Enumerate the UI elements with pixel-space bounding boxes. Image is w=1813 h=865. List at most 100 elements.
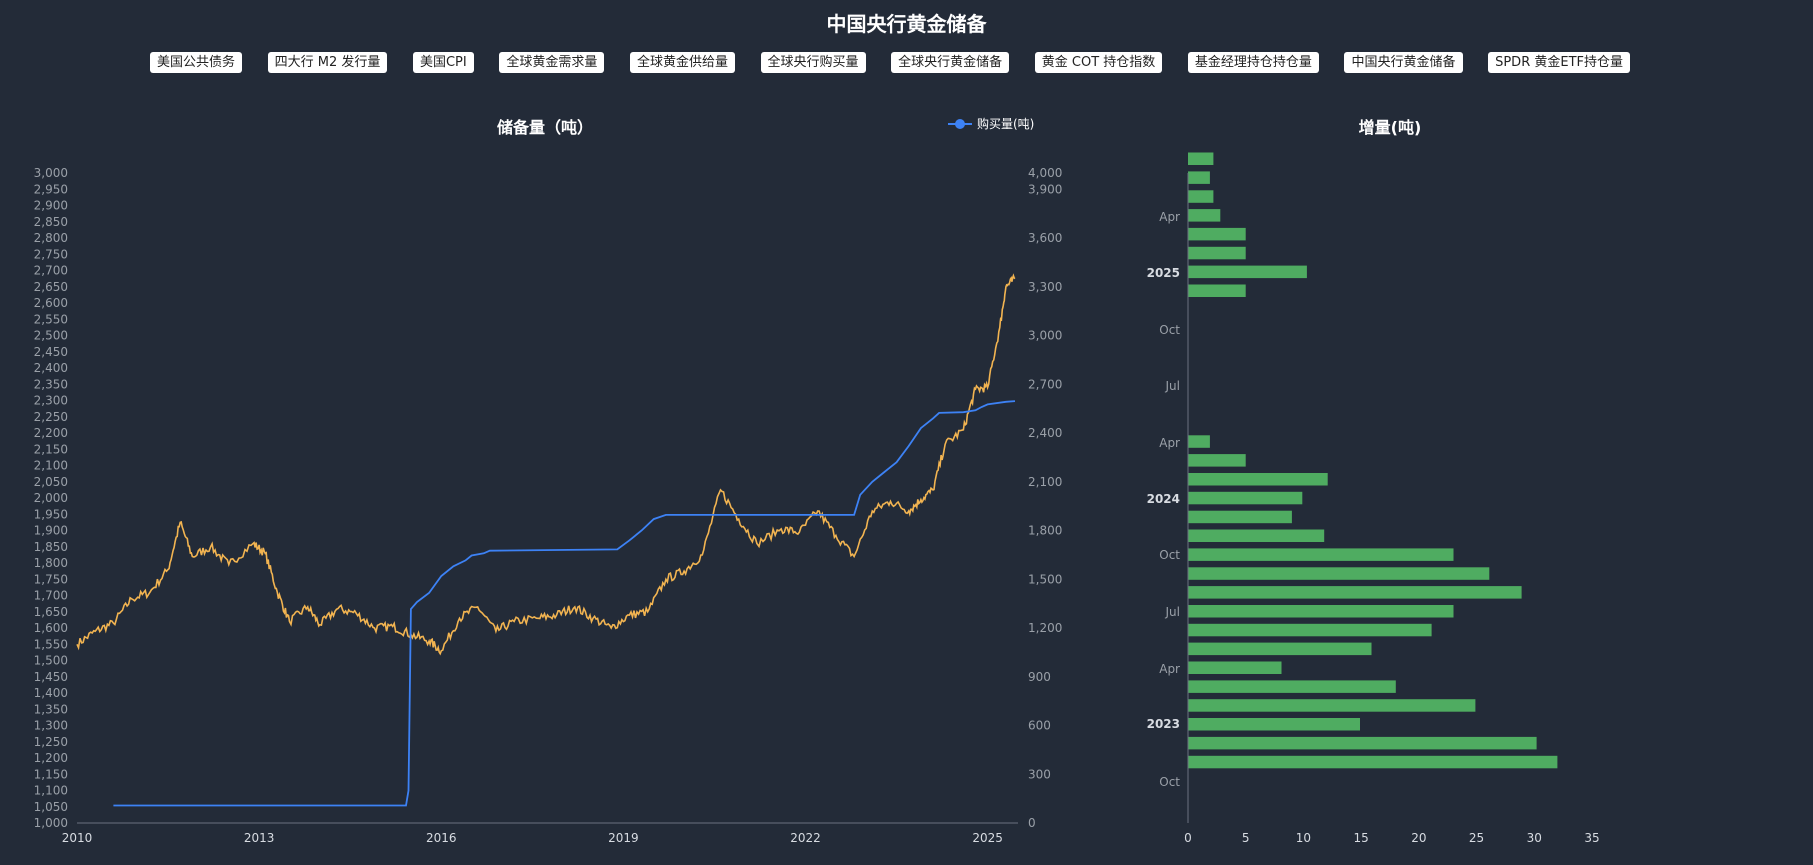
bar-x-tick-label: 5 [1242, 831, 1250, 845]
page-title: 中国央行黄金储备 [826, 12, 987, 36]
bar[interactable] [1188, 435, 1210, 448]
left-y-tick-label: 2,200 [34, 426, 68, 440]
left-y-tick-label: 2,550 [34, 312, 68, 326]
right-y-tick-label: 300 [1028, 767, 1051, 781]
bar-y-tick-label: Apr [1159, 436, 1180, 450]
left-y-tick-label: 1,600 [34, 621, 68, 635]
left-y-tick-label: 2,650 [34, 280, 68, 294]
bar[interactable] [1188, 246, 1246, 260]
left-y-tick-label: 1,950 [34, 507, 68, 521]
left-y-tick-label: 1,550 [34, 637, 68, 651]
x-tick-label: 2019 [608, 831, 639, 845]
bar-y-tick-label: 2024 [1147, 492, 1180, 506]
left-y-tick-label: 1,500 [34, 654, 68, 668]
line-chart-title: 储备量（吨） [496, 118, 593, 137]
bar[interactable] [1188, 680, 1396, 693]
left-y-tick-label: 2,900 [34, 199, 68, 213]
nav-button-spdr-gold-etf[interactable]: SPDR 黄金ETF持仓量 [1488, 52, 1630, 73]
left-y-tick-label: 2,100 [34, 459, 68, 473]
nav-button-central-bank-reserves[interactable]: 全球央行黄金储备 [891, 52, 1010, 73]
bar[interactable] [1188, 661, 1282, 675]
left-y-tick-label: 2,000 [34, 491, 68, 505]
bar-x-tick-label: 35 [1584, 831, 1599, 845]
left-y-tick-label: 2,300 [34, 394, 68, 408]
nav-button-us-cpi[interactable]: 美国CPI [412, 52, 474, 73]
x-tick-label: 2016 [426, 831, 457, 845]
bar[interactable] [1188, 171, 1210, 184]
nav-button-fund-manager-positions[interactable]: 基金经理持仓持仓量 [1187, 52, 1319, 73]
nav-button-gold-cot-index[interactable]: 黄金 COT 持仓指数 [1034, 52, 1163, 73]
bars [1188, 152, 1558, 769]
bar[interactable] [1188, 227, 1246, 241]
nav-button-global-gold-demand[interactable]: 全球黄金需求量 [499, 52, 605, 73]
bar-y-tick-label: Oct [1159, 323, 1180, 337]
right-y-tick-label: 900 [1028, 670, 1051, 684]
legend-label: 购买量(吨) [977, 116, 1034, 131]
bar-y-tick-label: Oct [1159, 775, 1180, 789]
left-y-tick-label: 2,850 [34, 215, 68, 229]
left-y-tick-label: 1,300 [34, 719, 68, 733]
left-y-tick-label: 1,800 [34, 556, 68, 570]
nav-button-global-gold-supply[interactable]: 全球黄金供给量 [629, 52, 735, 73]
right-y-axis: 0 300 600 900 1,200 1,500 1,800 2,100 2,400 2,700… [1028, 166, 1062, 830]
left-y-tick-label: 1,150 [34, 767, 68, 781]
nav-bar: 美国公共债务 四大行 M2 发行量 美国CPI 全球黄金需求量 全球黄金供给量 … [150, 52, 1630, 73]
reserve-line [113, 400, 1016, 807]
bar[interactable] [1188, 605, 1454, 618]
left-y-tick-label: 2,050 [34, 475, 68, 489]
nav-button-pboc-gold-reserves[interactable]: 中国央行黄金储备 [1344, 52, 1463, 73]
right-y-tick-label: 2,400 [1028, 426, 1062, 440]
bar[interactable] [1188, 491, 1303, 505]
right-y-tick-label: 4,000 [1028, 166, 1062, 180]
right-y-tick-label: 3,300 [1028, 280, 1062, 294]
bar[interactable] [1188, 755, 1558, 769]
bar[interactable] [1188, 510, 1292, 524]
increment-bar-chart: 增量(吨) Oct2023AprJulOct2024AprJulOct2025A… [1147, 118, 1600, 845]
bar-x-tick-label: 20 [1411, 831, 1426, 845]
bar-y-tick-label: Jul [1165, 605, 1180, 619]
left-y-tick-label: 2,500 [34, 329, 68, 343]
bar-y-tick-label: Oct [1159, 548, 1180, 562]
left-y-tick-label: 1,350 [34, 702, 68, 716]
left-y-tick-label: 1,900 [34, 524, 68, 538]
bar[interactable] [1188, 265, 1307, 279]
legend-swatch-dot [955, 119, 965, 129]
left-y-tick-label: 2,750 [34, 247, 68, 261]
left-y-tick-label: 2,150 [34, 442, 68, 456]
bar-x-tick-label: 25 [1469, 831, 1484, 845]
gold-price-line [76, 273, 1016, 656]
bar[interactable] [1188, 623, 1432, 637]
left-y-axis: 1,000 1,050 1,100 1,150 1,200 1,250 1,300 1,350… [34, 166, 68, 830]
nav-button-us-public-debt[interactable]: 美国公共债务 [150, 52, 243, 73]
bar[interactable] [1188, 548, 1454, 561]
bar[interactable] [1188, 284, 1246, 298]
bar[interactable] [1188, 190, 1214, 203]
bar[interactable] [1188, 209, 1221, 222]
x-axis: 2010 2013 2016 2019 2022 2025 [62, 831, 1003, 845]
left-y-tick-label: 2,350 [34, 377, 68, 391]
right-y-tick-label: 1,800 [1028, 524, 1062, 538]
nav-button-four-banks-m2[interactable]: 四大行 M2 发行量 [267, 52, 388, 73]
bar[interactable] [1188, 152, 1214, 166]
bar[interactable] [1188, 718, 1360, 731]
bar[interactable] [1188, 454, 1246, 467]
right-y-tick-label: 3,000 [1028, 329, 1062, 343]
nav-button-central-bank-purchases[interactable]: 全球央行购买量 [760, 52, 866, 73]
bar-x-tick-label: 0 [1184, 831, 1192, 845]
bar[interactable] [1188, 473, 1328, 486]
left-y-tick-label: 1,200 [34, 751, 68, 765]
bar[interactable] [1188, 567, 1490, 580]
bar[interactable] [1188, 736, 1537, 750]
left-y-tick-label: 3,000 [34, 166, 68, 180]
bar[interactable] [1188, 642, 1372, 656]
bar[interactable] [1188, 529, 1325, 543]
bar[interactable] [1188, 586, 1522, 599]
left-y-tick-label: 2,600 [34, 296, 68, 310]
left-y-tick-label: 1,750 [34, 572, 68, 586]
bar[interactable] [1188, 699, 1476, 712]
left-y-tick-label: 2,400 [34, 361, 68, 375]
left-y-tick-label: 2,700 [34, 264, 68, 278]
legend[interactable]: 购买量(吨) [948, 116, 1034, 131]
bar-y-tick-label: 2025 [1147, 266, 1180, 280]
